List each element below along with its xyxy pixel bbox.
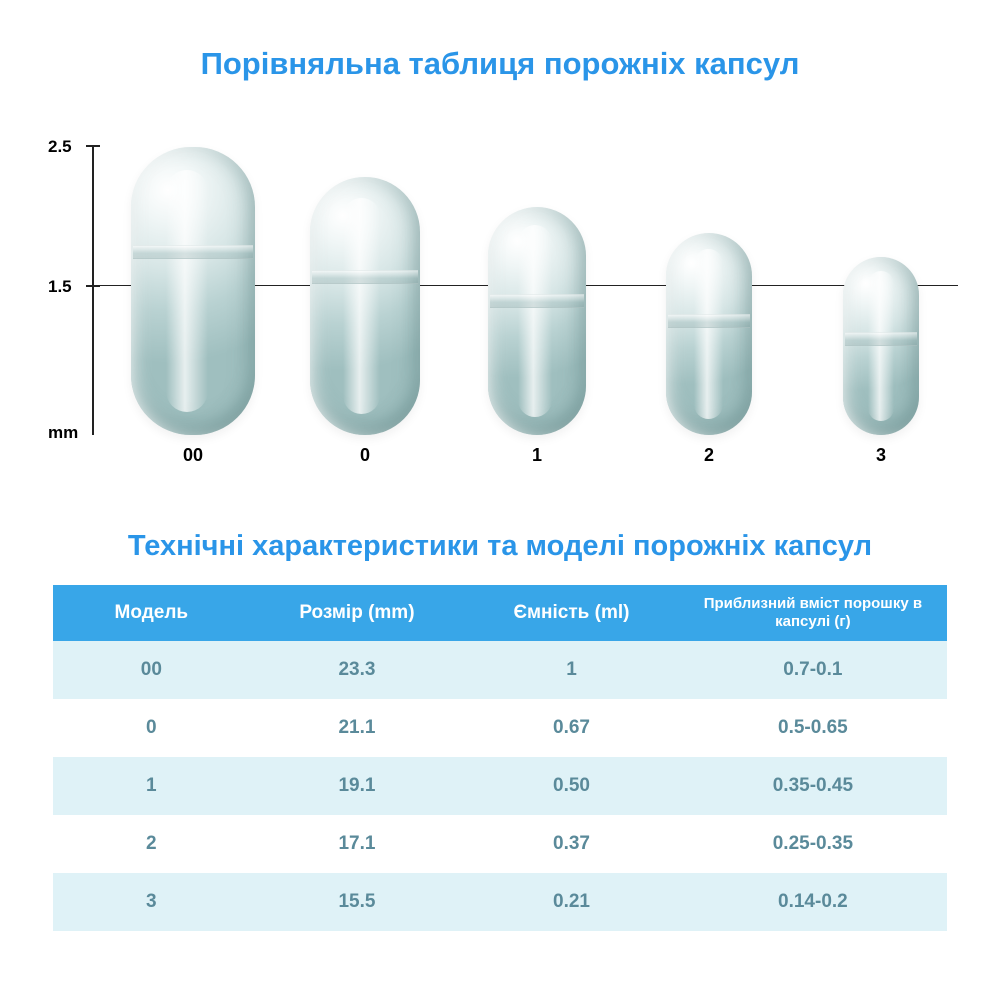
- table-cell: 0: [53, 699, 250, 757]
- table-row: 0023.310.7-0.1: [53, 641, 947, 699]
- y-tick: [86, 145, 100, 147]
- table-row: 315.50.210.14-0.2: [53, 873, 947, 931]
- table-cell: 0.7-0.1: [679, 641, 947, 699]
- table-cell: 0.35-0.45: [679, 757, 947, 815]
- table-column-header: Розмір (mm): [250, 585, 465, 641]
- main-title: Порівняльна таблиця порожніх капсул: [0, 0, 1000, 82]
- x-label: 0: [305, 445, 425, 466]
- capsule-00: [131, 147, 255, 435]
- table-cell: 3: [53, 873, 250, 931]
- table-cell: 23.3: [250, 641, 465, 699]
- x-label: 00: [133, 445, 253, 466]
- table-cell: 1: [53, 757, 250, 815]
- table-cell: 19.1: [250, 757, 465, 815]
- x-label: 1: [477, 445, 597, 466]
- capsule-chart: 2.5 1.5 mm 000123: [38, 135, 958, 465]
- table-cell: 1: [464, 641, 679, 699]
- y-unit-label: mm: [48, 423, 78, 443]
- table-cell: 15.5: [250, 873, 465, 931]
- capsule-3: [843, 257, 919, 435]
- capsule-1: [488, 207, 586, 435]
- table-cell: 0.25-0.35: [679, 815, 947, 873]
- table-cell: 0.67: [464, 699, 679, 757]
- y-tick-label: 2.5: [48, 137, 72, 157]
- table-column-header: Ємність (ml): [464, 585, 679, 641]
- table-cell: 0.50: [464, 757, 679, 815]
- table-cell: 0.21: [464, 873, 679, 931]
- y-axis-line: [92, 145, 94, 435]
- x-label: 3: [821, 445, 941, 466]
- table-cell: 0.5-0.65: [679, 699, 947, 757]
- y-tick-label: 1.5: [48, 277, 72, 297]
- capsule-2: [666, 233, 752, 435]
- table-cell: 0.37: [464, 815, 679, 873]
- table-cell: 2: [53, 815, 250, 873]
- x-label: 2: [649, 445, 769, 466]
- table-cell: 0.14-0.2: [679, 873, 947, 931]
- table-header-row: МодельРозмір (mm)Ємність (ml)Приблизний …: [53, 585, 947, 641]
- table-column-header: Модель: [53, 585, 250, 641]
- table-row: 021.10.670.5-0.65: [53, 699, 947, 757]
- table-row: 119.10.500.35-0.45: [53, 757, 947, 815]
- table-row: 217.10.370.25-0.35: [53, 815, 947, 873]
- table-cell: 17.1: [250, 815, 465, 873]
- sub-title: Технічні характеристики та моделі порожн…: [0, 530, 1000, 563]
- table-column-header: Приблизний вміст порошку в капсулі (г): [679, 585, 947, 641]
- spec-table: МодельРозмір (mm)Ємність (ml)Приблизний …: [53, 585, 947, 931]
- capsule-0: [310, 177, 420, 435]
- table-cell: 21.1: [250, 699, 465, 757]
- table-cell: 00: [53, 641, 250, 699]
